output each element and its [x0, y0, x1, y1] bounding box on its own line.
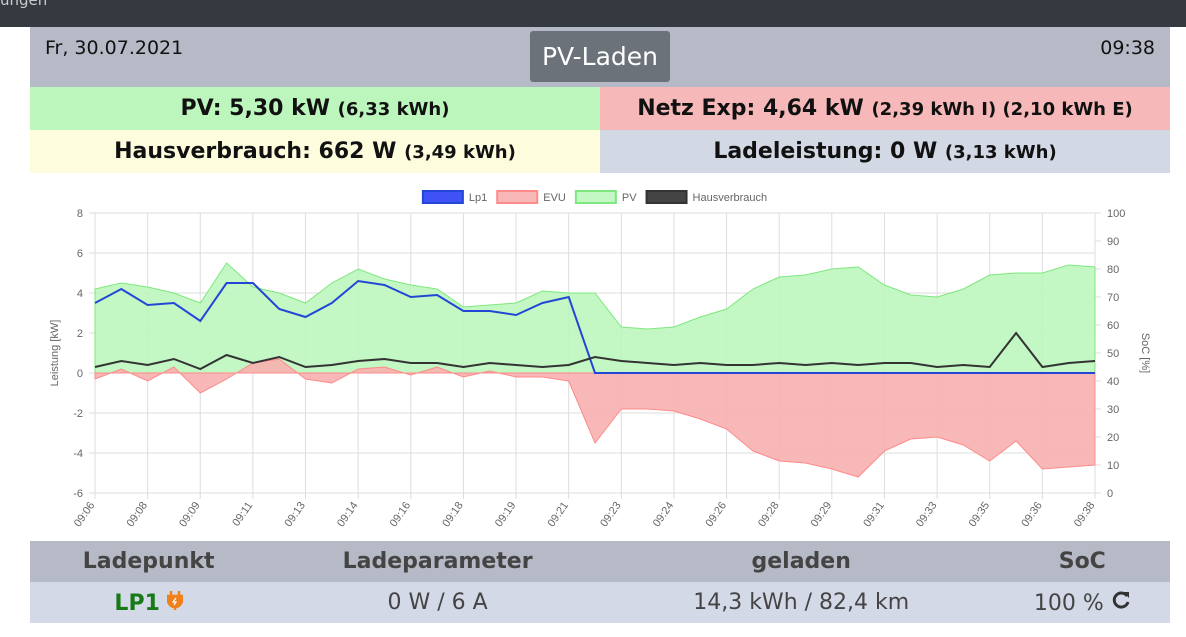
- y2-tick-label: 0: [1107, 488, 1113, 500]
- tile-main: PV: 5,30 kW: [180, 96, 330, 121]
- y-tick-label: -4: [73, 448, 83, 460]
- y2-tick-label: 60: [1107, 320, 1119, 332]
- x-tick-label: 09:31: [861, 500, 887, 529]
- x-tick-label: 09:06: [72, 500, 98, 529]
- house-tile: Hausverbrauch: 662 W (3,49 kWh): [30, 130, 600, 173]
- x-tick-label: 09:08: [124, 500, 150, 529]
- x-tick-label: 09:38: [1072, 500, 1098, 529]
- charge-table: Ladepunkt Ladeparameter geladen SoC LP1 …: [30, 541, 1170, 623]
- y2-tick-label: 20: [1107, 432, 1119, 444]
- date: Fr, 30.07.2021: [45, 37, 184, 59]
- top-bar: ungen: [0, 0, 1186, 27]
- column-header: SoC: [994, 541, 1170, 582]
- tile-main: Netz Exp: 4,64 kW: [637, 96, 864, 121]
- y-tick-label: 8: [77, 208, 83, 220]
- legend-swatch: [421, 190, 464, 204]
- y2-tick-label: 70: [1107, 292, 1119, 304]
- x-tick-label: 09:19: [493, 500, 519, 529]
- x-tick-label: 09:14: [335, 500, 361, 529]
- line: [94, 331, 1096, 371]
- y2-tick-label: 100: [1107, 208, 1125, 220]
- legend-label: EVU: [543, 192, 566, 204]
- y-axis-label: Leistung [kW]: [49, 320, 61, 387]
- refresh-icon[interactable]: [1111, 590, 1131, 610]
- header: Fr, 30.07.2021 PV-Laden 09:38: [30, 27, 1170, 87]
- y2-tick-label: 80: [1107, 264, 1119, 276]
- legend-swatch: [645, 190, 688, 204]
- time: 09:38: [1100, 37, 1155, 59]
- x-tick-label: 09:16: [388, 500, 414, 529]
- cell: 0 W / 6 A: [267, 582, 608, 623]
- area: [94, 358, 1096, 478]
- x-tick-label: 09:26: [703, 500, 729, 529]
- y-tick-label: 6: [77, 248, 83, 260]
- y2-tick-label: 10: [1107, 460, 1119, 472]
- legend-label: Hausverbrauch: [693, 192, 768, 204]
- table-row: LP1 0 W / 6 A 14,3 kWh / 82,4 km 100 %: [30, 582, 1170, 623]
- charge-tile: Ladeleistung: 0 W (3,13 kWh): [600, 130, 1170, 173]
- cell: 100 %: [994, 582, 1170, 623]
- cell: 14,3 kWh / 82,4 km: [607, 582, 995, 623]
- tile-sub: (3,49 kWh): [404, 142, 516, 163]
- mode-button[interactable]: PV-Laden: [530, 31, 670, 82]
- legend: Lp1 EVU PV Hausverbrauch: [421, 190, 768, 204]
- y-tick-label: 2: [77, 328, 83, 340]
- x-tick-label: 09:09: [177, 500, 203, 529]
- y-tick-label: -6: [73, 488, 83, 500]
- pv-tile: PV: 5,30 kW (6,33 kWh): [30, 87, 600, 130]
- y2-tick-label: 90: [1107, 236, 1119, 248]
- x-tick-label: 09:24: [651, 500, 677, 529]
- tile-main: Ladeleistung: 0 W: [713, 139, 938, 164]
- cell: LP1: [30, 582, 268, 623]
- plug-icon: [166, 590, 184, 610]
- x-tick-label: 09:13: [282, 500, 308, 529]
- x-tick-label: 09:18: [440, 500, 466, 529]
- column-header: Ladeparameter: [267, 541, 608, 582]
- y-tick-label: 4: [77, 288, 83, 300]
- tile-sub: (2,39 kWh I) (2,10 kWh E): [871, 99, 1133, 120]
- table-header: Ladepunkt Ladeparameter geladen SoC: [30, 541, 1170, 582]
- grid-tile: Netz Exp: 4,64 kW (2,39 kWh I) (2,10 kWh…: [600, 87, 1170, 130]
- column-header: geladen: [607, 541, 995, 582]
- y2-tick-label: 40: [1107, 376, 1119, 388]
- legend-label: PV: [622, 192, 637, 204]
- legend-label: Lp1: [469, 192, 487, 204]
- area: [94, 262, 1096, 374]
- tile-sub: (6,33 kWh): [337, 99, 450, 120]
- legend-swatch: [496, 190, 539, 204]
- soc: 100 %: [1033, 590, 1104, 616]
- y-tick-label: -2: [73, 408, 83, 420]
- y2-tick-label: 30: [1107, 404, 1119, 416]
- x-tick-label: 09:23: [598, 500, 624, 529]
- y-tick-label: 0: [77, 368, 83, 380]
- tile-sub: (3,13 kWh): [944, 142, 1057, 163]
- line: [94, 279, 1095, 374]
- legend-swatch: [574, 190, 617, 204]
- y2-tick-label: 50: [1107, 348, 1119, 360]
- x-tick-label: 09:11: [230, 500, 255, 529]
- x-tick-label: 09:21: [546, 500, 572, 529]
- y2-axis-label: SoC [%]: [1139, 333, 1151, 373]
- menu-text[interactable]: ungen: [0, 0, 48, 9]
- x-tick-label: 09:33: [914, 500, 940, 529]
- charge-point[interactable]: LP1: [114, 590, 160, 616]
- column-header: Ladepunkt: [30, 541, 268, 582]
- tile-main: Hausverbrauch: 662 W: [114, 139, 397, 164]
- x-tick-label: 09:35: [967, 500, 993, 529]
- x-tick-label: 09:28: [756, 500, 782, 529]
- x-tick-label: 09:36: [1019, 500, 1045, 529]
- x-tick-label: 09:29: [809, 500, 835, 529]
